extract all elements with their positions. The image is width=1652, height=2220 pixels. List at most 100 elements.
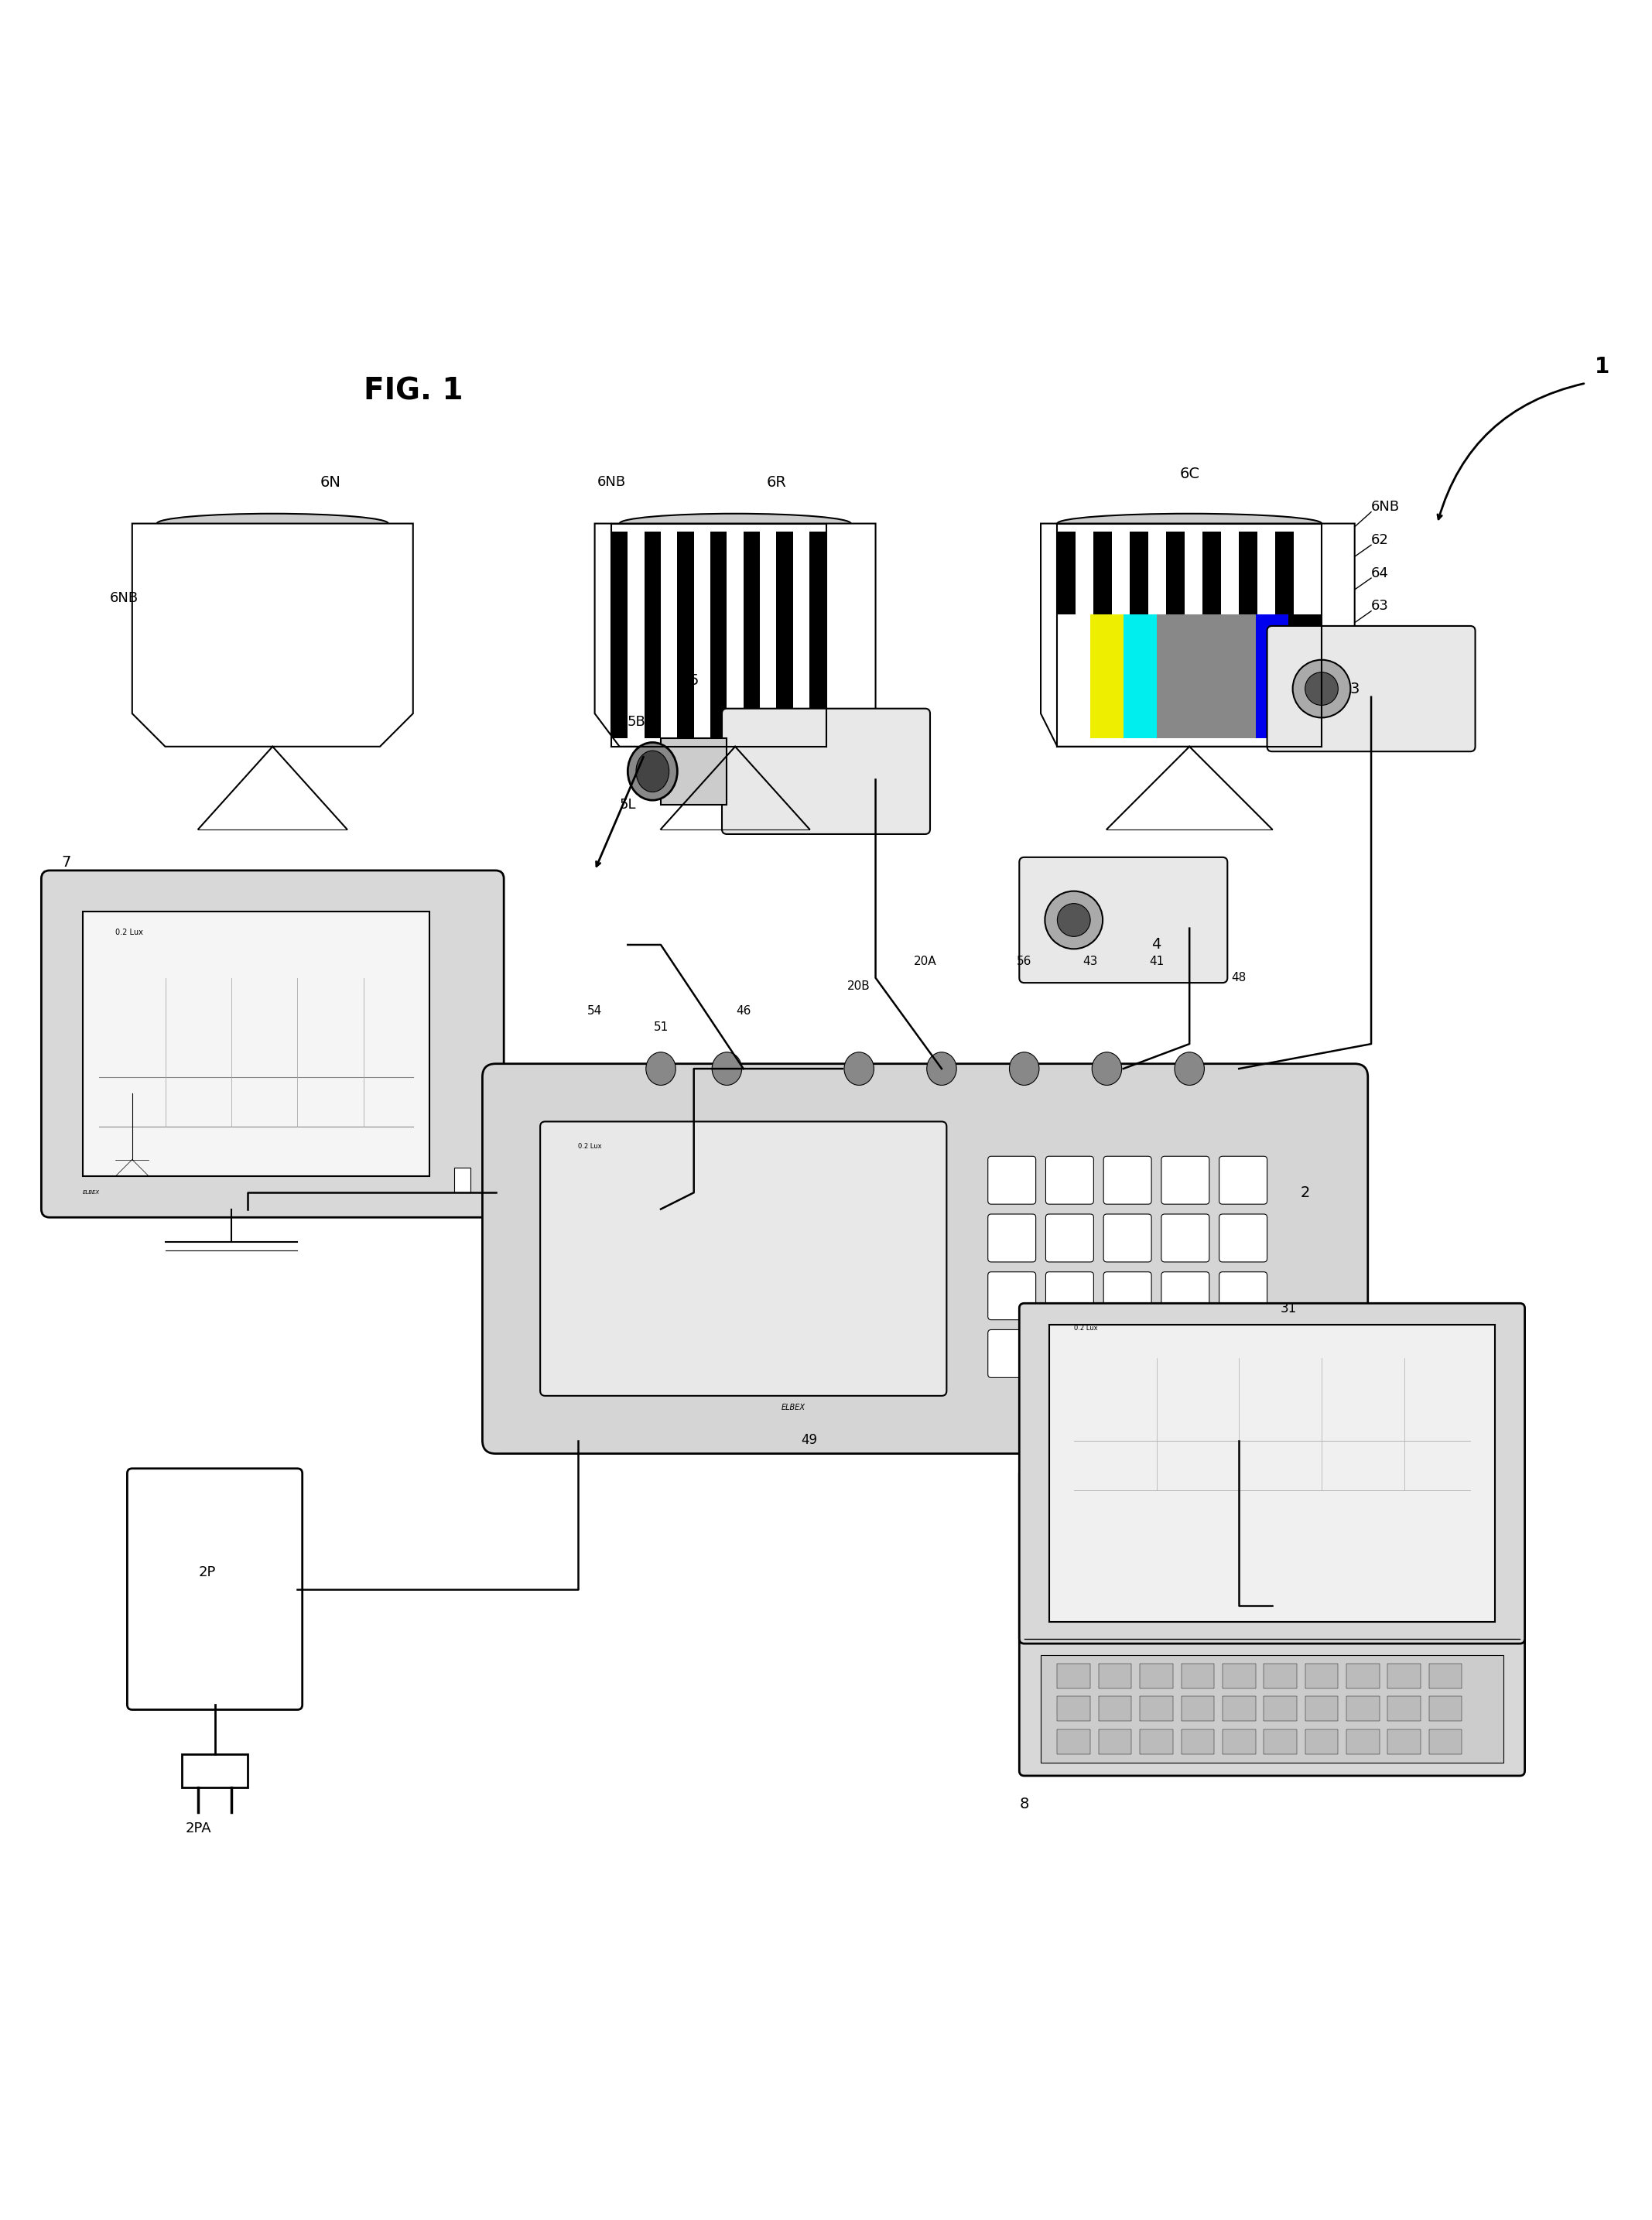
Polygon shape bbox=[1221, 533, 1239, 615]
Text: 6C: 6C bbox=[1180, 466, 1199, 482]
Polygon shape bbox=[1222, 1729, 1256, 1754]
Ellipse shape bbox=[1057, 513, 1322, 533]
Polygon shape bbox=[760, 533, 776, 739]
Polygon shape bbox=[1239, 533, 1257, 615]
Polygon shape bbox=[595, 524, 876, 746]
Text: 2P: 2P bbox=[198, 1565, 215, 1581]
Text: 43: 43 bbox=[1082, 955, 1099, 968]
Polygon shape bbox=[1257, 533, 1275, 615]
Text: 1: 1 bbox=[1594, 355, 1611, 377]
Polygon shape bbox=[611, 533, 628, 739]
Polygon shape bbox=[1166, 533, 1184, 615]
Polygon shape bbox=[1156, 615, 1256, 739]
Text: 5: 5 bbox=[689, 673, 699, 688]
Ellipse shape bbox=[1305, 673, 1338, 706]
Text: 20A: 20A bbox=[914, 955, 937, 968]
FancyBboxPatch shape bbox=[127, 1467, 302, 1709]
Ellipse shape bbox=[636, 750, 669, 793]
Text: 54: 54 bbox=[586, 1006, 603, 1017]
Polygon shape bbox=[1099, 1663, 1132, 1687]
Polygon shape bbox=[132, 524, 413, 746]
Polygon shape bbox=[1156, 615, 1189, 739]
Polygon shape bbox=[1264, 1729, 1297, 1754]
Text: 0.2 Lux: 0.2 Lux bbox=[1074, 1325, 1097, 1332]
FancyBboxPatch shape bbox=[1019, 1467, 1525, 1776]
Text: 56: 56 bbox=[1016, 955, 1032, 968]
Text: 31: 31 bbox=[1280, 1301, 1297, 1314]
Polygon shape bbox=[809, 533, 826, 739]
Polygon shape bbox=[1256, 615, 1289, 739]
Text: 41: 41 bbox=[1148, 955, 1165, 968]
FancyBboxPatch shape bbox=[482, 1063, 1368, 1454]
FancyBboxPatch shape bbox=[1161, 1214, 1209, 1261]
FancyBboxPatch shape bbox=[1267, 626, 1475, 753]
Text: ELBEX: ELBEX bbox=[83, 1190, 99, 1194]
FancyBboxPatch shape bbox=[1161, 1330, 1209, 1379]
Polygon shape bbox=[1057, 533, 1075, 615]
Polygon shape bbox=[1057, 1696, 1090, 1721]
Text: 62: 62 bbox=[1371, 533, 1389, 546]
FancyBboxPatch shape bbox=[1219, 1214, 1267, 1261]
Polygon shape bbox=[1057, 615, 1090, 739]
Polygon shape bbox=[1346, 1729, 1379, 1754]
Ellipse shape bbox=[1092, 1052, 1122, 1086]
Polygon shape bbox=[677, 533, 694, 739]
Polygon shape bbox=[1305, 1663, 1338, 1687]
FancyBboxPatch shape bbox=[1046, 1330, 1094, 1379]
Polygon shape bbox=[661, 739, 727, 804]
FancyBboxPatch shape bbox=[1104, 1330, 1151, 1379]
Text: 48: 48 bbox=[1231, 972, 1247, 983]
FancyBboxPatch shape bbox=[988, 1214, 1036, 1261]
Polygon shape bbox=[1222, 1696, 1256, 1721]
Polygon shape bbox=[1264, 1696, 1297, 1721]
Polygon shape bbox=[1057, 1729, 1090, 1754]
Polygon shape bbox=[454, 1168, 471, 1192]
Polygon shape bbox=[1264, 1663, 1297, 1687]
Polygon shape bbox=[182, 1754, 248, 1787]
Text: 5B: 5B bbox=[626, 715, 646, 728]
Polygon shape bbox=[743, 533, 760, 739]
Polygon shape bbox=[1289, 615, 1322, 739]
Ellipse shape bbox=[646, 1052, 676, 1086]
Polygon shape bbox=[1049, 1325, 1495, 1623]
Polygon shape bbox=[1099, 1696, 1132, 1721]
FancyBboxPatch shape bbox=[1161, 1157, 1209, 1203]
Text: 3: 3 bbox=[1350, 682, 1360, 697]
Text: ELBEX: ELBEX bbox=[781, 1403, 805, 1412]
Text: 7: 7 bbox=[61, 855, 71, 870]
Polygon shape bbox=[661, 533, 677, 739]
Text: 4: 4 bbox=[1151, 937, 1161, 952]
Ellipse shape bbox=[844, 1052, 874, 1086]
Polygon shape bbox=[1189, 615, 1222, 739]
Polygon shape bbox=[793, 533, 809, 739]
Polygon shape bbox=[1429, 1729, 1462, 1754]
Polygon shape bbox=[83, 912, 430, 1177]
FancyBboxPatch shape bbox=[988, 1330, 1036, 1379]
Polygon shape bbox=[1203, 533, 1221, 615]
Polygon shape bbox=[1075, 533, 1094, 615]
Polygon shape bbox=[776, 533, 793, 739]
Text: 5L: 5L bbox=[620, 797, 636, 810]
Polygon shape bbox=[1112, 533, 1130, 615]
Polygon shape bbox=[1057, 1663, 1090, 1687]
Text: 8: 8 bbox=[1019, 1796, 1029, 1812]
Polygon shape bbox=[1429, 1663, 1462, 1687]
Polygon shape bbox=[1388, 1663, 1421, 1687]
Polygon shape bbox=[1305, 1696, 1338, 1721]
Text: 51: 51 bbox=[653, 1021, 669, 1032]
Polygon shape bbox=[1041, 524, 1355, 746]
Ellipse shape bbox=[927, 1052, 957, 1086]
Text: 6R: 6R bbox=[767, 475, 786, 491]
Polygon shape bbox=[1305, 1729, 1338, 1754]
Text: 6N: 6N bbox=[320, 475, 340, 491]
Polygon shape bbox=[1388, 1729, 1421, 1754]
Polygon shape bbox=[1099, 1729, 1132, 1754]
Polygon shape bbox=[1181, 1696, 1214, 1721]
Ellipse shape bbox=[628, 741, 677, 799]
Text: 46: 46 bbox=[735, 1006, 752, 1017]
Text: 0.2 Lux: 0.2 Lux bbox=[116, 928, 144, 937]
FancyBboxPatch shape bbox=[1046, 1157, 1094, 1203]
Text: 2PA: 2PA bbox=[185, 1823, 211, 1836]
FancyBboxPatch shape bbox=[1104, 1272, 1151, 1321]
FancyBboxPatch shape bbox=[988, 1272, 1036, 1321]
